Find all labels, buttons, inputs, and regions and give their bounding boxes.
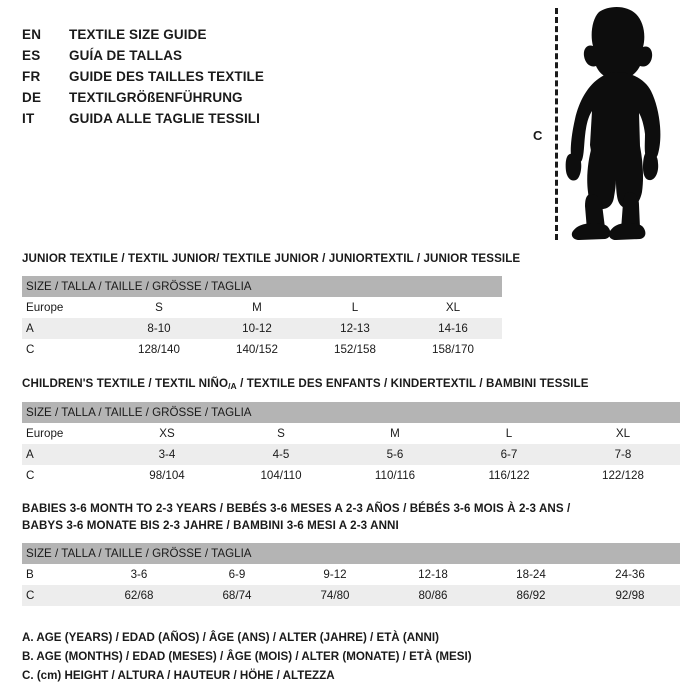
row-label: Europe [22, 423, 110, 444]
section-title-children-post: / TEXTILE DES ENFANTS / KINDERTEXTIL / B… [236, 377, 589, 390]
section-junior-textile: JUNIOR TEXTILE / TEXTIL JUNIOR/ TEXTILE … [22, 250, 520, 360]
table-cell: XL [566, 423, 680, 444]
language-row-de: DE TEXTILGRÖßENFÜHRUNG [22, 87, 492, 108]
table-row: C 98/104 104/110 110/116 116/122 122/128 [22, 465, 680, 486]
table-cell: 5-6 [338, 444, 452, 465]
toddler-silhouette-icon [561, 6, 671, 247]
table-cell: 86/92 [482, 585, 580, 606]
row-label: A [22, 444, 110, 465]
row-label: C [22, 585, 90, 606]
table-cell: 24-36 [580, 564, 680, 585]
section-title-babies-line2: BABYS 3-6 MONATE BIS 2-3 JAHRE / BAMBINI… [22, 519, 399, 532]
legend-line-c: C. (cm) HEIGHT / ALTURA / HAUTEUR / HÖHE… [22, 669, 335, 682]
height-dashed-line [555, 8, 558, 240]
language-code: DE [22, 90, 42, 105]
measurement-legend: A. AGE (YEARS) / EDAD (AÑOS) / ÂGE (ANS)… [22, 628, 472, 685]
height-measurement-figure: C [505, 0, 700, 250]
table-cell: 152/158 [306, 339, 404, 360]
section-title-children-sub: /A [228, 381, 237, 391]
section-title-junior: JUNIOR TEXTILE / TEXTIL JUNIOR/ TEXTILE … [22, 252, 521, 265]
table-cell: 158/170 [404, 339, 502, 360]
table-cell: XL [404, 297, 502, 318]
table-row: A 8-10 10-12 12-13 14-16 [22, 318, 502, 339]
language-title: GUÍA DE TALLAS [69, 48, 183, 63]
language-title-list: EN TEXTILE SIZE GUIDE ES GUÍA DE TALLAS … [22, 24, 492, 129]
table-cell: S [110, 297, 208, 318]
table-cell: 140/152 [208, 339, 306, 360]
table-header-band: SIZE / TALLA / TAILLE / GRÖSSE / TAGLIA [22, 543, 680, 564]
babies-size-table: SIZE / TALLA / TAILLE / GRÖSSE / TAGLIA … [22, 543, 680, 606]
row-label: C [22, 339, 110, 360]
table-cell: M [338, 423, 452, 444]
table-cell: 80/86 [384, 585, 482, 606]
table-header-band: SIZE / TALLA / TAILLE / GRÖSSE / TAGLIA [22, 402, 680, 423]
table-cell: 110/116 [338, 465, 452, 486]
table-cell: 6-9 [188, 564, 286, 585]
language-row-fr: FR GUIDE DES TAILLES TEXTILE [22, 66, 492, 87]
section-title-babies-line1: BABIES 3-6 MONTH TO 2-3 YEARS / BEBÉS 3-… [22, 502, 571, 515]
table-cell: 122/128 [566, 465, 680, 486]
table-cell: 62/68 [90, 585, 188, 606]
table-cell: 98/104 [110, 465, 224, 486]
junior-size-table: SIZE / TALLA / TAILLE / GRÖSSE / TAGLIA … [22, 276, 502, 360]
section-title-children: CHILDREN'S TEXTILE / TEXTIL NIÑO/A / TEX… [22, 375, 680, 393]
table-row: C 62/68 68/74 74/80 80/86 86/92 92/98 [22, 585, 680, 606]
legend-line-a: A. AGE (YEARS) / EDAD (AÑOS) / ÂGE (ANS)… [22, 631, 439, 644]
language-row-es: ES GUÍA DE TALLAS [22, 45, 492, 66]
row-label: Europe [22, 297, 110, 318]
language-code: EN [22, 27, 42, 42]
size-band-label: SIZE / TALLA / TAILLE / GRÖSSE / TAGLIA [22, 543, 680, 564]
table-cell: 104/110 [224, 465, 338, 486]
table-cell: 9-12 [286, 564, 384, 585]
row-label: C [22, 465, 110, 486]
table-row: Europe S M L XL [22, 297, 502, 318]
table-cell: L [306, 297, 404, 318]
children-size-table: SIZE / TALLA / TAILLE / GRÖSSE / TAGLIA … [22, 402, 680, 486]
table-cell: 3-6 [90, 564, 188, 585]
table-cell: 14-16 [404, 318, 502, 339]
language-code: ES [22, 48, 41, 63]
table-cell: 12-13 [306, 318, 404, 339]
section-childrens-textile: CHILDREN'S TEXTILE / TEXTIL NIÑO/A / TEX… [22, 375, 680, 486]
table-cell: 3-4 [110, 444, 224, 465]
table-cell: 8-10 [110, 318, 208, 339]
language-row-en: EN TEXTILE SIZE GUIDE [22, 24, 492, 45]
size-band-label: SIZE / TALLA / TAILLE / GRÖSSE / TAGLIA [22, 402, 680, 423]
language-title: GUIDA ALLE TAGLIE TESSILI [69, 111, 260, 126]
table-cell: M [208, 297, 306, 318]
table-header-band: SIZE / TALLA / TAILLE / GRÖSSE / TAGLIA [22, 276, 502, 297]
table-cell: 12-18 [384, 564, 482, 585]
section-title-children-pre: CHILDREN'S TEXTILE / TEXTIL NIÑO [22, 377, 229, 390]
height-indicator-label: C [533, 128, 543, 143]
table-cell: 74/80 [286, 585, 384, 606]
table-cell: 92/98 [580, 585, 680, 606]
language-row-it: IT GUIDA ALLE TAGLIE TESSILI [22, 108, 492, 129]
table-row: Europe XS S M L XL [22, 423, 680, 444]
table-cell: 6-7 [452, 444, 566, 465]
row-label: B [22, 564, 90, 585]
table-cell: 10-12 [208, 318, 306, 339]
table-cell: XS [110, 423, 224, 444]
row-label: A [22, 318, 110, 339]
table-cell: L [452, 423, 566, 444]
table-row: A 3-4 4-5 5-6 6-7 7-8 [22, 444, 680, 465]
table-cell: 7-8 [566, 444, 680, 465]
language-code: FR [22, 69, 41, 84]
table-cell: 4-5 [224, 444, 338, 465]
table-cell: 116/122 [452, 465, 566, 486]
table-row: C 128/140 140/152 152/158 158/170 [22, 339, 502, 360]
table-cell: 128/140 [110, 339, 208, 360]
language-code: IT [22, 111, 35, 126]
language-title: TEXTILGRÖßENFÜHRUNG [69, 90, 243, 105]
size-band-label: SIZE / TALLA / TAILLE / GRÖSSE / TAGLIA [22, 276, 502, 297]
section-babies-textile: BABIES 3-6 MONTH TO 2-3 YEARS / BEBÉS 3-… [22, 500, 680, 606]
table-row: B 3-6 6-9 9-12 12-18 18-24 24-36 [22, 564, 680, 585]
table-cell: 68/74 [188, 585, 286, 606]
language-title: GUIDE DES TAILLES TEXTILE [69, 69, 265, 84]
language-title: TEXTILE SIZE GUIDE [69, 27, 207, 42]
table-cell: 18-24 [482, 564, 580, 585]
table-cell: S [224, 423, 338, 444]
legend-line-b: B. AGE (MONTHS) / EDAD (MESES) / ÂGE (MO… [22, 650, 472, 663]
